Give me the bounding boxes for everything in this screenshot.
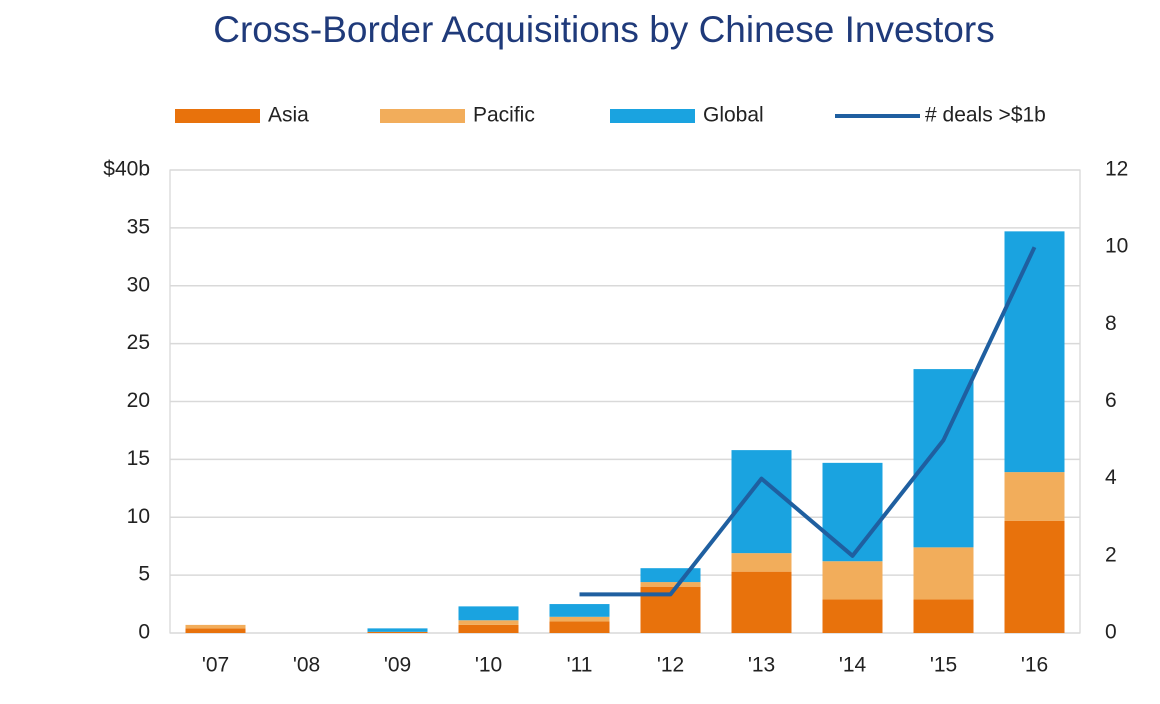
y-tick-label: 10 <box>127 505 150 528</box>
bar <box>458 620 519 625</box>
legend-label: Global <box>703 104 764 127</box>
x-tick-label: '12 <box>657 654 684 677</box>
x-tick-label: '14 <box>839 654 867 677</box>
line <box>579 246 1037 597</box>
y-tick-label: 30 <box>127 273 150 296</box>
y2-tick-label: 10 <box>1105 235 1128 258</box>
x-tick-label: '10 <box>475 654 502 677</box>
bar <box>913 599 974 633</box>
y-tick-label: 0 <box>138 621 150 644</box>
bar <box>731 553 792 572</box>
x-tick-label: '15 <box>930 654 957 677</box>
y-tick-label: 35 <box>127 215 150 238</box>
bar <box>640 568 701 583</box>
bar <box>822 462 883 562</box>
x-tick-label: '07 <box>202 654 229 677</box>
y2-tick-label: 2 <box>1105 543 1117 566</box>
x-tick-label: '13 <box>748 654 775 677</box>
y-tick-label: 20 <box>127 389 150 412</box>
bar <box>731 450 792 554</box>
y-tick-label: 25 <box>127 331 150 354</box>
y2-tick-label: 6 <box>1105 389 1117 412</box>
y2-tick-label: 12 <box>1105 158 1128 181</box>
x-tick-label: '09 <box>384 654 411 677</box>
bar <box>1004 472 1065 521</box>
bar <box>1004 520 1065 633</box>
bar <box>458 606 519 621</box>
legend-swatch <box>610 109 695 123</box>
y-tick-label: 5 <box>138 563 150 586</box>
bar <box>185 628 246 633</box>
bar <box>458 624 519 633</box>
legend-swatch <box>175 109 260 123</box>
bar <box>549 621 610 633</box>
bar <box>822 599 883 633</box>
bar <box>822 561 883 600</box>
chart-title: Cross-Border Acquisitions by Chinese Inv… <box>213 9 994 50</box>
legend-label: # deals >$1b <box>925 104 1046 127</box>
bar <box>731 571 792 633</box>
legend-label: Pacific <box>473 104 535 127</box>
bar <box>640 582 701 587</box>
y2-tick-label: 4 <box>1105 466 1117 489</box>
x-tick-label: '11 <box>567 654 593 677</box>
bar <box>185 624 246 629</box>
y-tick-label: $40b <box>103 158 150 181</box>
x-tick-label: '16 <box>1021 654 1048 677</box>
y2-tick-label: 8 <box>1105 312 1117 335</box>
x-tick-label: '08 <box>293 654 320 677</box>
bar <box>1004 231 1065 473</box>
bar <box>913 547 974 600</box>
legend-label: Asia <box>268 104 309 127</box>
bar <box>367 628 428 632</box>
bar <box>549 616 610 622</box>
y-tick-label: 15 <box>127 447 150 470</box>
y2-tick-label: 0 <box>1105 621 1117 644</box>
bar <box>367 631 428 633</box>
bar <box>549 604 610 617</box>
legend-swatch <box>380 109 465 123</box>
